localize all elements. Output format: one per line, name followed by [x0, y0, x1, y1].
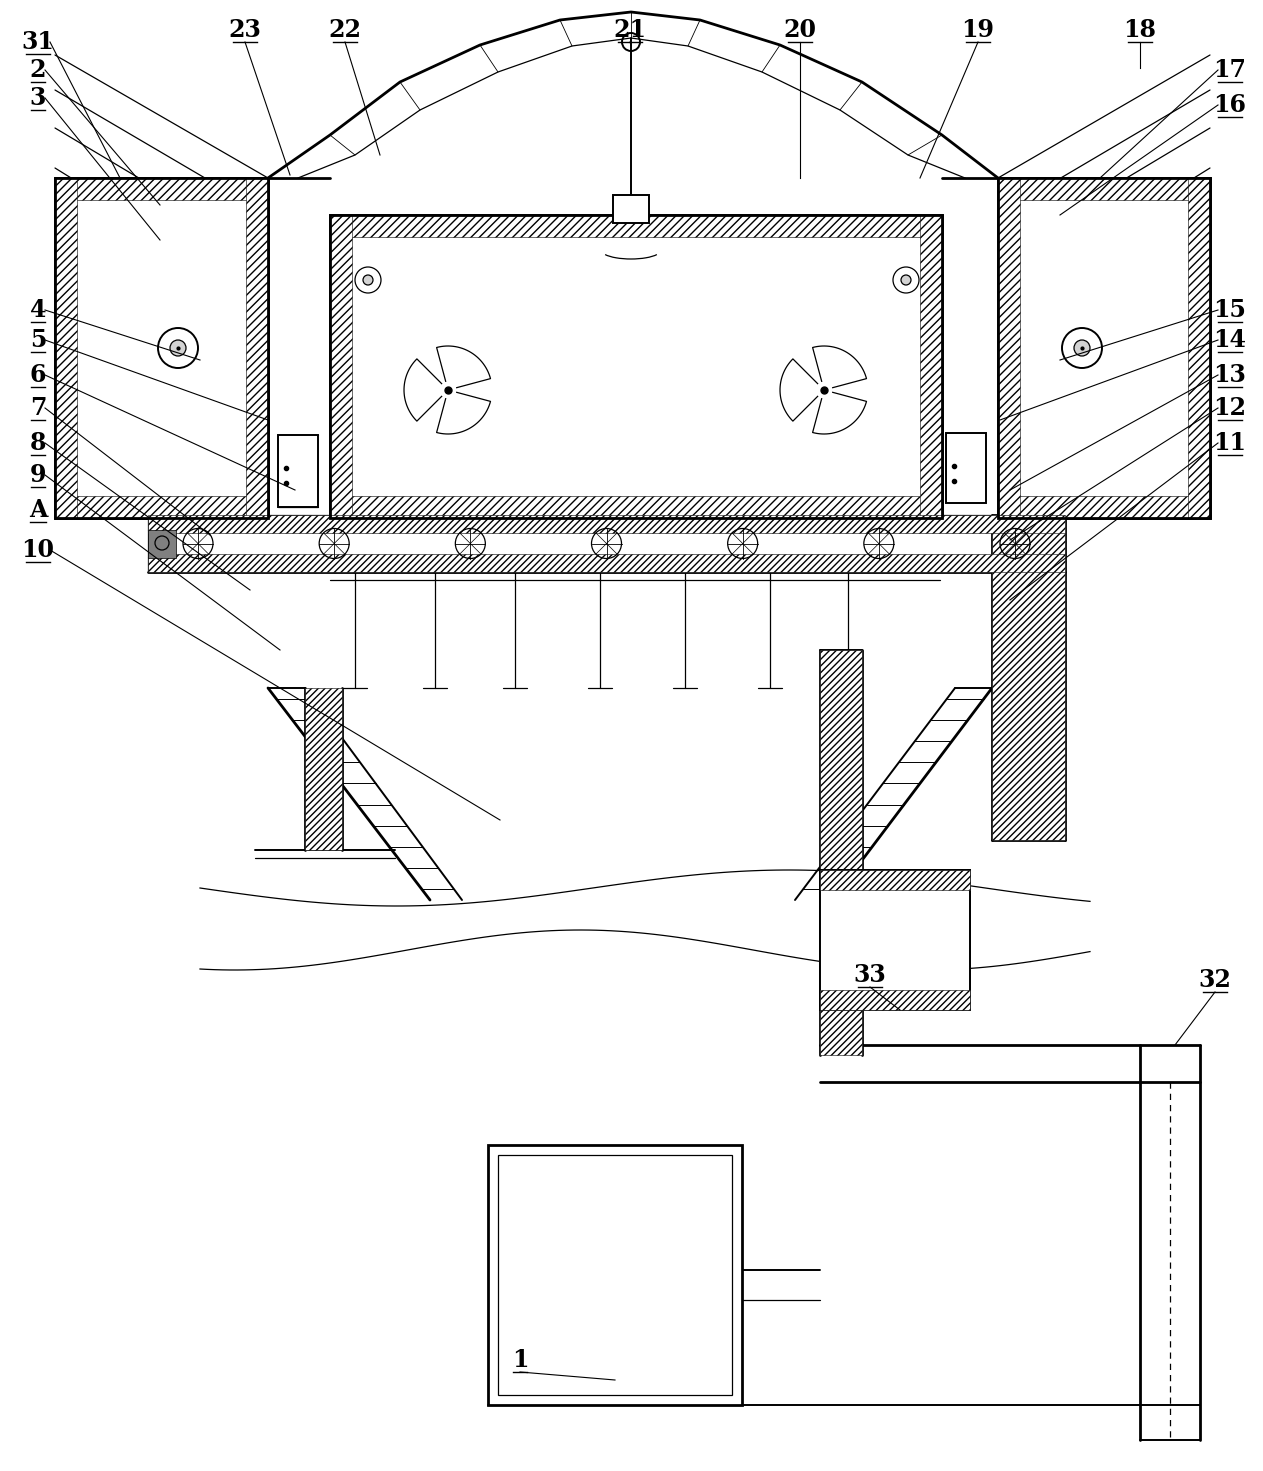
Polygon shape [812, 346, 866, 388]
Polygon shape [812, 393, 866, 434]
Text: 11: 11 [1214, 431, 1247, 455]
Circle shape [901, 275, 911, 285]
Text: 23: 23 [229, 18, 261, 43]
Circle shape [1074, 340, 1090, 356]
Bar [820, 869, 970, 1011]
Bar [946, 432, 986, 503]
Polygon shape [404, 359, 442, 421]
Polygon shape [437, 393, 490, 434]
Text: 12: 12 [1214, 396, 1247, 421]
Bar [330, 215, 352, 518]
Bar [56, 496, 268, 518]
Text: 17: 17 [1214, 57, 1247, 82]
Bar [998, 178, 1210, 518]
Text: 33: 33 [854, 964, 887, 987]
Polygon shape [781, 359, 817, 421]
Bar [820, 650, 863, 1055]
Text: 13: 13 [1214, 363, 1247, 387]
Bar [304, 688, 342, 850]
Bar [278, 435, 318, 507]
Bar [56, 178, 268, 518]
Bar [56, 178, 268, 518]
Circle shape [171, 340, 186, 356]
Text: 18: 18 [1124, 18, 1157, 43]
Bar [148, 555, 1065, 572]
Bar [919, 215, 942, 518]
Text: 1: 1 [512, 1347, 528, 1372]
Bar [998, 496, 1210, 518]
Bar [488, 1144, 741, 1405]
Text: 31: 31 [21, 29, 54, 54]
Bar [498, 1155, 733, 1395]
Bar [56, 178, 268, 200]
Bar [246, 178, 268, 518]
Bar [998, 178, 1210, 518]
Bar [148, 530, 176, 558]
Bar [991, 515, 1065, 840]
Text: 3: 3 [30, 85, 47, 110]
Circle shape [362, 275, 373, 285]
Polygon shape [437, 346, 490, 388]
Bar [330, 215, 942, 237]
Bar [613, 196, 649, 224]
Bar [820, 869, 970, 890]
Bar [998, 178, 1021, 518]
Text: 22: 22 [328, 18, 361, 43]
Bar [330, 496, 942, 518]
Bar [148, 515, 1065, 533]
Text: 14: 14 [1214, 328, 1247, 352]
Text: 16: 16 [1214, 93, 1247, 118]
Bar [998, 178, 1210, 200]
Bar [56, 178, 77, 518]
Text: 4: 4 [30, 299, 47, 322]
Text: 19: 19 [961, 18, 994, 43]
Text: 6: 6 [30, 363, 47, 387]
Bar [1188, 178, 1210, 518]
Bar [330, 215, 942, 518]
Text: A: A [29, 499, 47, 522]
Text: 15: 15 [1214, 299, 1247, 322]
Text: 9: 9 [30, 463, 47, 487]
Bar [820, 990, 970, 1011]
Text: 10: 10 [21, 538, 54, 562]
Text: 20: 20 [783, 18, 816, 43]
Text: 21: 21 [614, 18, 647, 43]
Text: 5: 5 [30, 328, 47, 352]
Text: 8: 8 [30, 431, 47, 455]
Text: 7: 7 [30, 396, 47, 421]
Text: 32: 32 [1199, 968, 1231, 991]
Bar [330, 215, 942, 518]
Text: 2: 2 [30, 57, 47, 82]
